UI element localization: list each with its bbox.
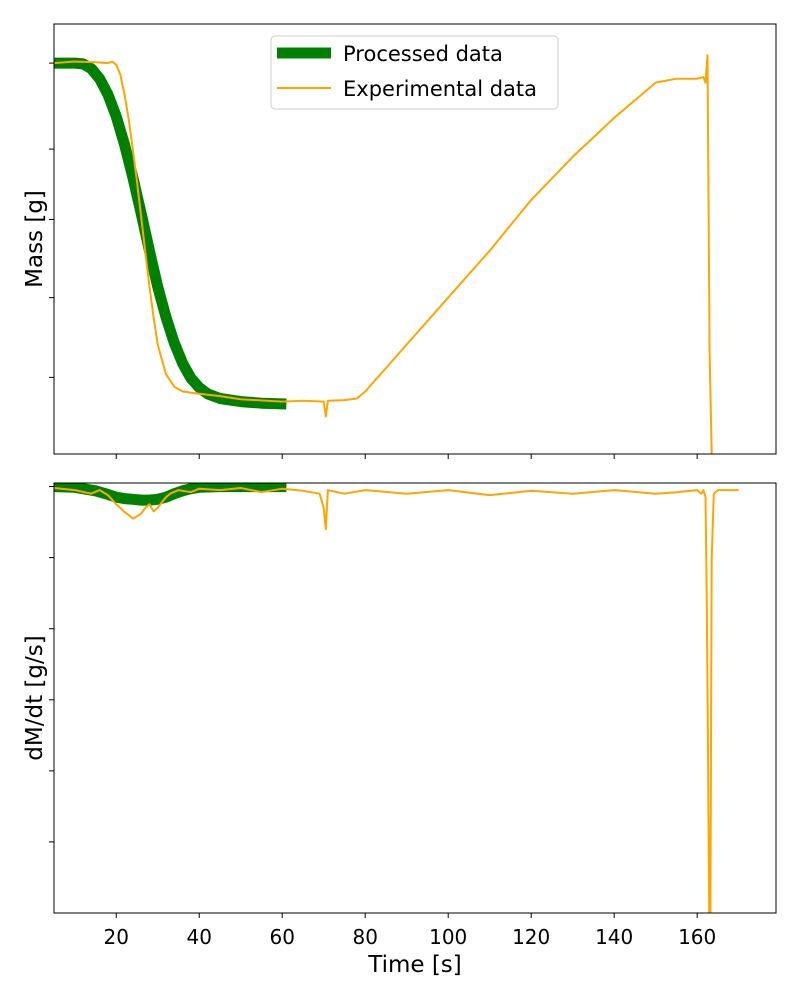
- mass-plot-area: [54, 54, 713, 454]
- x-tick-label: 140: [595, 925, 633, 949]
- x-tick-label: 80: [352, 925, 377, 949]
- legend: Processed data Experimental data: [270, 35, 559, 110]
- x-tick-label: 160: [678, 925, 716, 949]
- rate-axes-frame: [53, 482, 777, 914]
- x-tick-label: 100: [429, 925, 467, 949]
- rate-series-experimental: [54, 487, 739, 913]
- legend-label-experimental: Experimental data: [343, 77, 537, 101]
- time-x-axis-label: Time [s]: [367, 952, 462, 978]
- x-tick-label: 120: [512, 925, 550, 949]
- rate-plot-area: [54, 483, 739, 913]
- x-tick-label: 20: [104, 925, 129, 949]
- legend-label-processed: Processed data: [343, 42, 503, 66]
- mass-axes-frame: [53, 23, 777, 455]
- rate-y-axis-label: dM/dt [g/s]: [22, 635, 48, 760]
- mass-series-processed: [54, 57, 287, 410]
- legend-box: [270, 35, 559, 110]
- mass-panel: Mass [g] Processed data Experimental dat…: [22, 23, 777, 459]
- mass-axis-ticks: [49, 62, 698, 459]
- mass-y-axis-label: Mass [g]: [22, 190, 48, 288]
- x-tick-label: 40: [187, 925, 212, 949]
- rate-axis-ticks: 20 40 60 80 100 120 140 160: [49, 486, 716, 949]
- mass-series-experimental: [54, 54, 713, 454]
- x-tick-label: 60: [269, 925, 294, 949]
- rate-panel: 20 40 60 80 100 120 140 160 dM/dt [g/s] Time [s…: [22, 482, 777, 978]
